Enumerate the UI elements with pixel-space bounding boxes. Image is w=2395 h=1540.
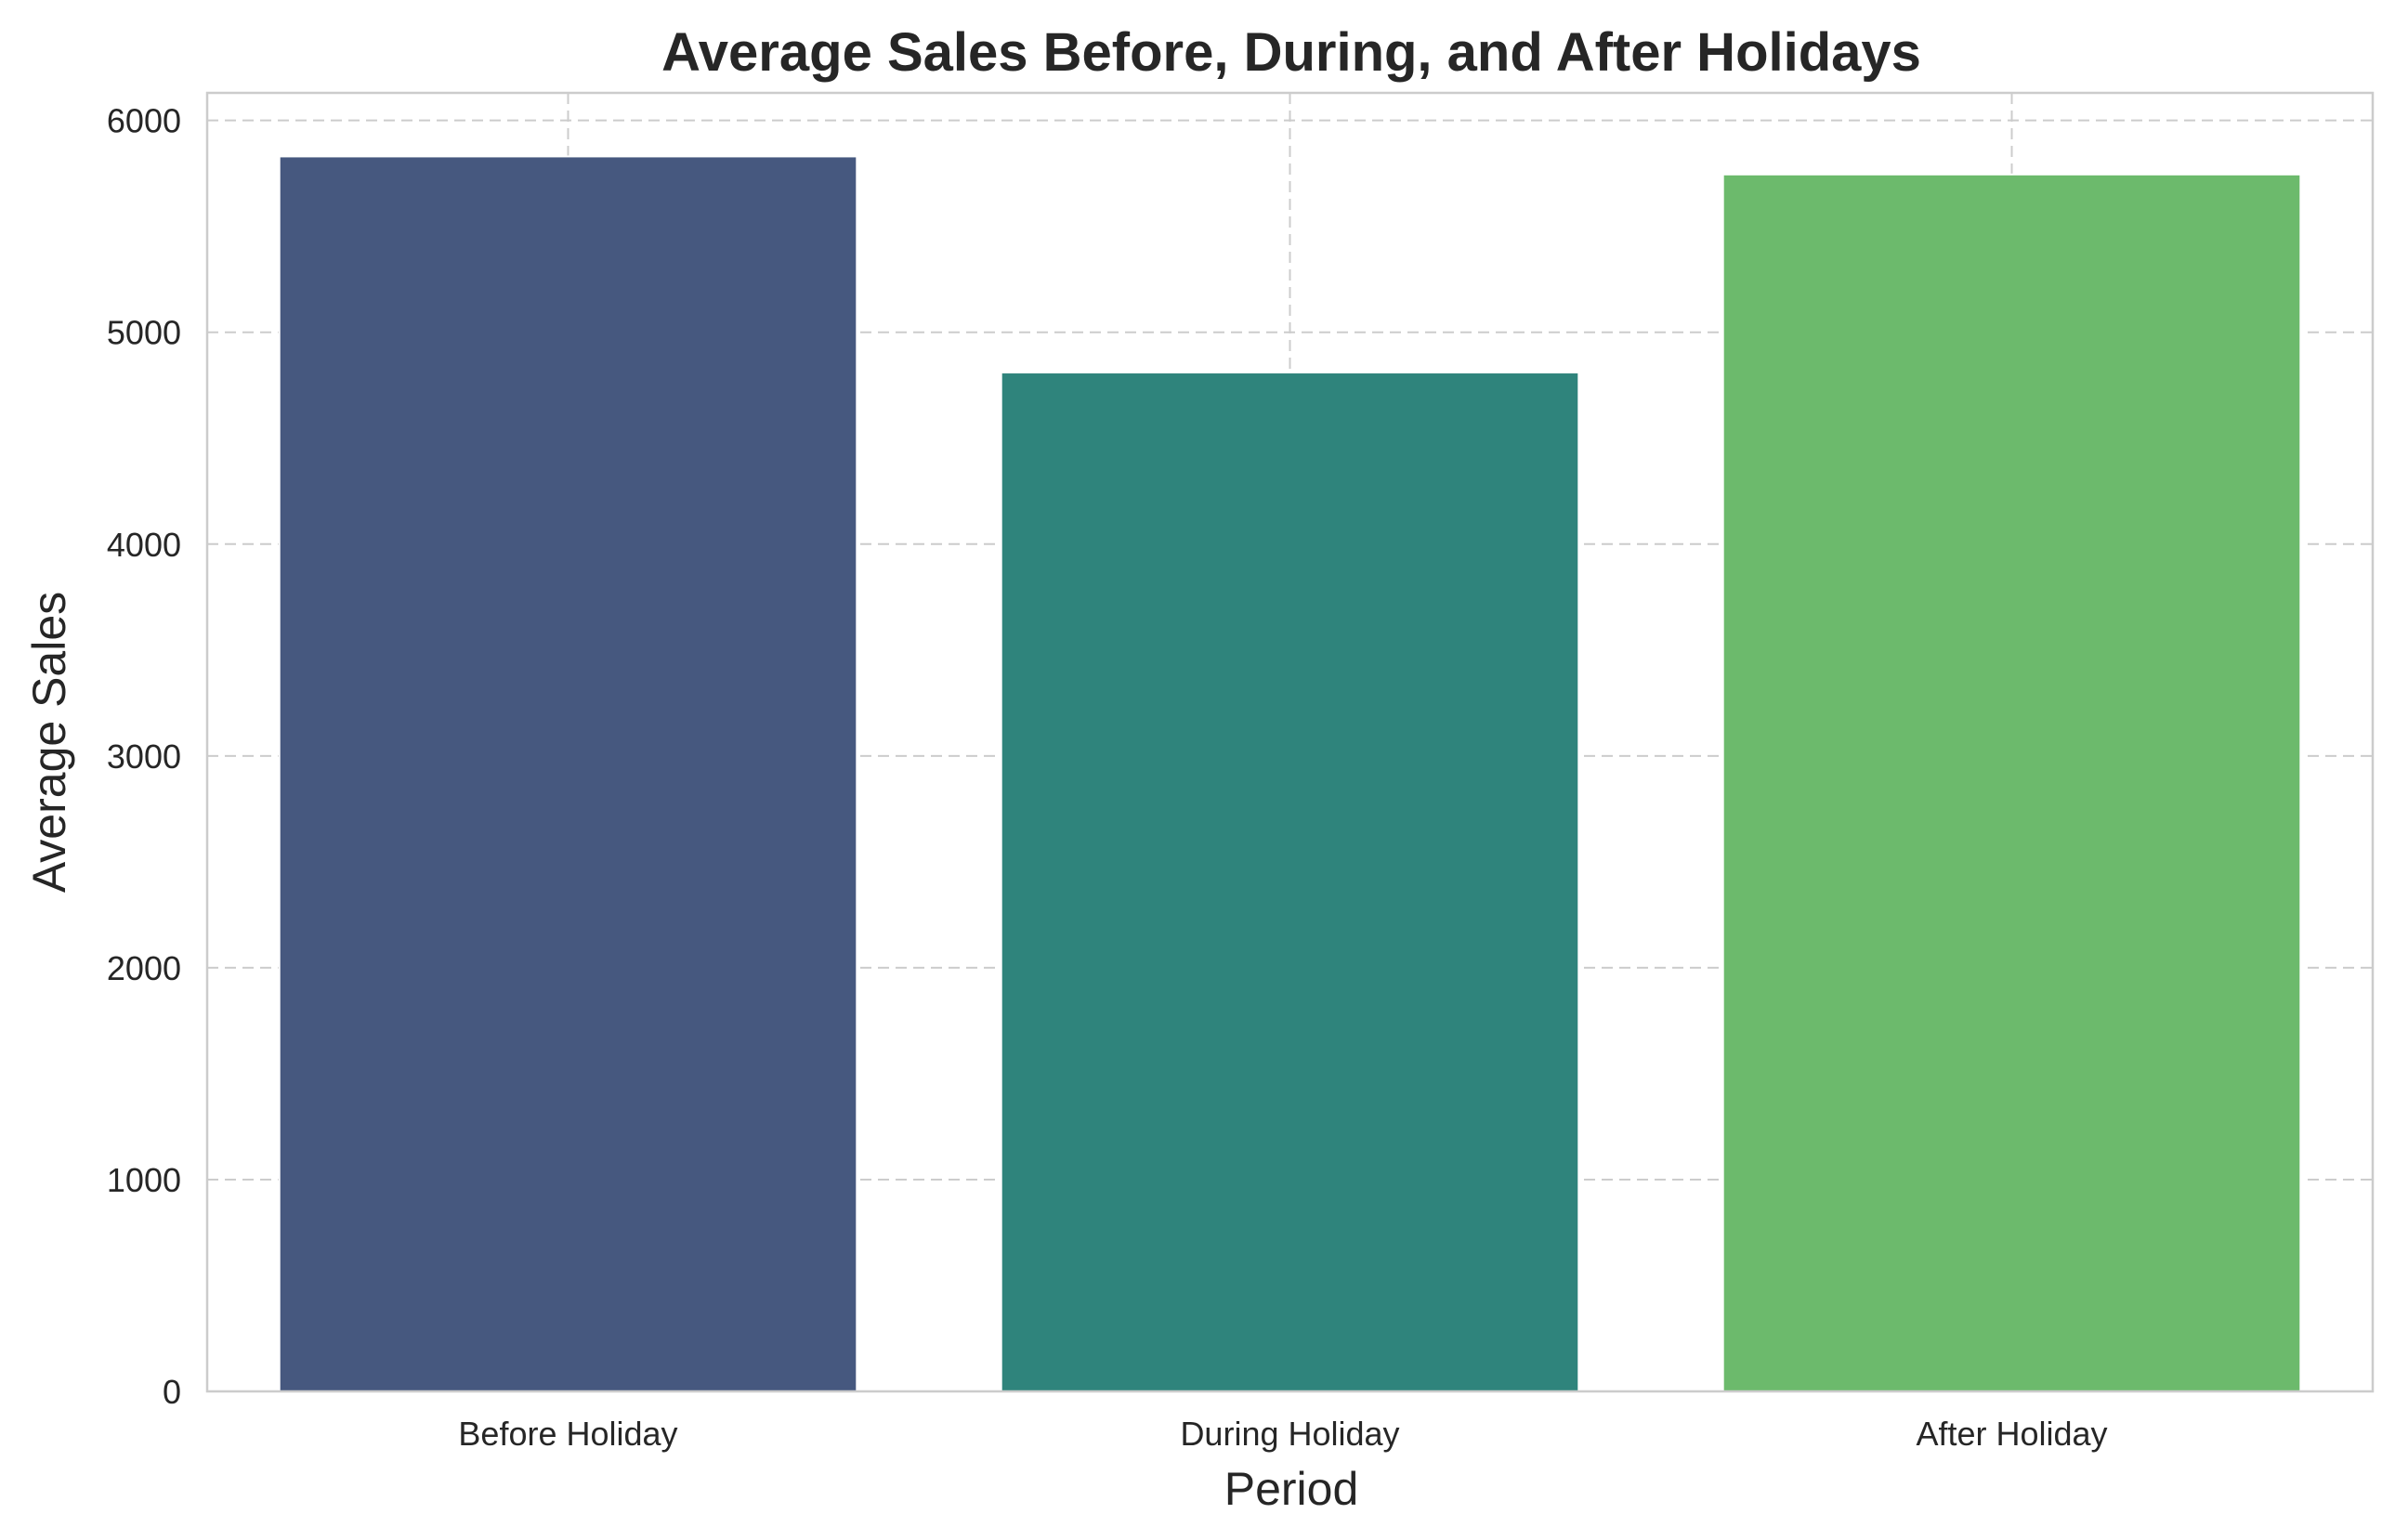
chart-title: Average Sales Before, During, and After …: [661, 22, 1921, 83]
y-tick-label: 4000: [107, 526, 181, 564]
y-tick-label: 1000: [107, 1161, 181, 1199]
x-tick-label: During Holiday: [1180, 1415, 1399, 1453]
x-axis-label: Period: [1224, 1463, 1359, 1515]
x-tick-labels: Before Holiday During Holiday After Holida…: [458, 1415, 2107, 1453]
bar-layer: [278, 155, 2302, 1393]
y-tick-label: 2000: [107, 949, 181, 987]
x-tick-label: Before Holiday: [458, 1415, 677, 1453]
bar-before-holiday: [278, 155, 858, 1393]
plot-frame: [205, 91, 2375, 1393]
y-tick-label: 6000: [107, 102, 181, 140]
y-tick-label: 3000: [107, 737, 181, 776]
bar-during-holiday: [1000, 372, 1580, 1393]
y-tick-label: 0: [163, 1373, 181, 1411]
y-axis-label: Average Sales: [23, 592, 75, 893]
y-tick-label: 5000: [107, 314, 181, 352]
bar-after-holiday: [1721, 173, 2302, 1392]
x-tick-label: After Holiday: [1916, 1415, 2107, 1453]
y-tick-labels: 0 1000 2000 3000 4000 5000 6000: [107, 102, 181, 1411]
